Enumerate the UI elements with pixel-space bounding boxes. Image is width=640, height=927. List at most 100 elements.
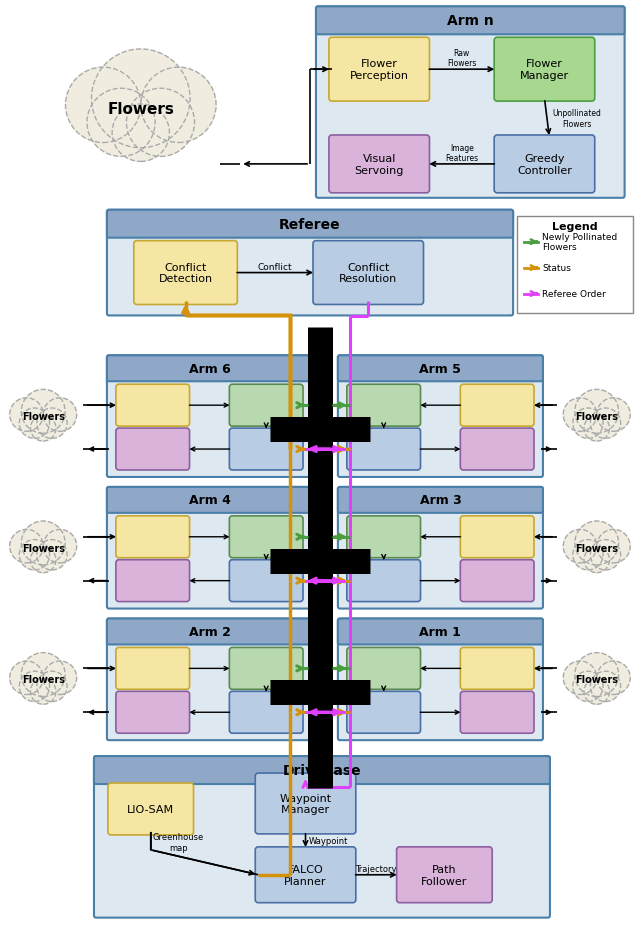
Text: Flowers: Flowers: [108, 101, 174, 117]
Text: Visual
Servoing: Visual Servoing: [355, 154, 404, 175]
FancyBboxPatch shape: [229, 560, 303, 602]
Text: Flowers: Flowers: [575, 543, 618, 553]
Text: LIO-SAM: LIO-SAM: [127, 804, 174, 814]
Text: Greenhouse
map: Greenhouse map: [153, 832, 204, 852]
Text: Greedy
Controller: Greedy Controller: [517, 154, 572, 175]
FancyBboxPatch shape: [116, 428, 189, 471]
Text: Path
Follower: Path Follower: [421, 864, 468, 885]
FancyBboxPatch shape: [313, 241, 424, 305]
Circle shape: [563, 530, 596, 564]
FancyBboxPatch shape: [107, 488, 312, 514]
Circle shape: [10, 530, 44, 564]
Circle shape: [31, 679, 56, 705]
FancyBboxPatch shape: [347, 692, 420, 733]
Circle shape: [37, 540, 67, 570]
FancyBboxPatch shape: [338, 488, 543, 609]
FancyBboxPatch shape: [460, 385, 534, 426]
Circle shape: [575, 653, 619, 697]
FancyBboxPatch shape: [347, 560, 420, 602]
Circle shape: [21, 522, 65, 565]
FancyBboxPatch shape: [338, 619, 543, 645]
Circle shape: [44, 399, 77, 432]
FancyBboxPatch shape: [460, 648, 534, 690]
Circle shape: [19, 540, 49, 570]
Text: Arm 5: Arm 5: [419, 362, 461, 375]
Circle shape: [584, 416, 609, 441]
Circle shape: [65, 68, 141, 144]
Text: Arm n: Arm n: [447, 14, 493, 29]
FancyBboxPatch shape: [116, 385, 189, 426]
Text: Arm 6: Arm 6: [189, 362, 230, 375]
FancyBboxPatch shape: [107, 619, 312, 645]
FancyBboxPatch shape: [107, 210, 513, 316]
FancyBboxPatch shape: [229, 648, 303, 690]
Circle shape: [87, 89, 155, 158]
Circle shape: [92, 50, 190, 148]
Circle shape: [590, 409, 621, 438]
Circle shape: [37, 671, 67, 702]
Circle shape: [575, 522, 619, 565]
FancyBboxPatch shape: [229, 692, 303, 733]
Text: Arm 4: Arm 4: [189, 494, 230, 507]
FancyBboxPatch shape: [255, 773, 356, 834]
FancyBboxPatch shape: [116, 516, 189, 558]
Circle shape: [31, 548, 56, 573]
FancyBboxPatch shape: [460, 428, 534, 471]
Text: Flowers: Flowers: [22, 675, 65, 685]
Text: Unpollinated
Flowers: Unpollinated Flowers: [552, 109, 602, 129]
Text: Referee Order: Referee Order: [542, 290, 605, 298]
Circle shape: [563, 661, 596, 694]
FancyBboxPatch shape: [229, 428, 303, 471]
Text: Conflict
Resolution: Conflict Resolution: [339, 262, 397, 284]
Circle shape: [44, 661, 77, 694]
FancyBboxPatch shape: [494, 38, 595, 102]
FancyBboxPatch shape: [116, 692, 189, 733]
Circle shape: [590, 540, 621, 570]
Circle shape: [21, 390, 65, 434]
FancyBboxPatch shape: [347, 516, 420, 558]
Circle shape: [127, 89, 195, 158]
Circle shape: [584, 679, 609, 705]
FancyBboxPatch shape: [460, 516, 534, 558]
FancyBboxPatch shape: [338, 356, 543, 477]
Circle shape: [596, 661, 630, 694]
Text: Flowers: Flowers: [22, 543, 65, 553]
Circle shape: [573, 671, 603, 702]
Text: Arm 3: Arm 3: [420, 494, 461, 507]
Text: Image
Features: Image Features: [445, 144, 478, 163]
FancyBboxPatch shape: [107, 356, 312, 477]
FancyBboxPatch shape: [347, 648, 420, 690]
Circle shape: [596, 399, 630, 432]
Text: Flowers: Flowers: [575, 412, 618, 422]
Circle shape: [573, 409, 603, 438]
Circle shape: [21, 653, 65, 697]
Text: Drivebase: Drivebase: [283, 763, 361, 777]
Circle shape: [573, 540, 603, 570]
FancyBboxPatch shape: [494, 136, 595, 194]
FancyBboxPatch shape: [347, 428, 420, 471]
Circle shape: [590, 671, 621, 702]
Circle shape: [584, 548, 609, 573]
Text: Arm 2: Arm 2: [189, 626, 230, 639]
FancyBboxPatch shape: [107, 210, 513, 238]
FancyBboxPatch shape: [108, 783, 193, 835]
FancyBboxPatch shape: [517, 217, 632, 314]
FancyBboxPatch shape: [329, 38, 429, 102]
Circle shape: [141, 68, 216, 144]
Text: Flowers: Flowers: [575, 675, 618, 685]
FancyBboxPatch shape: [107, 619, 312, 741]
FancyBboxPatch shape: [316, 7, 625, 198]
Text: Trajectory: Trajectory: [355, 864, 397, 873]
FancyBboxPatch shape: [116, 648, 189, 690]
Text: Referee: Referee: [279, 218, 341, 232]
Text: Flower
Perception: Flower Perception: [349, 59, 409, 81]
FancyBboxPatch shape: [94, 756, 550, 784]
Text: Waypoint
Manager: Waypoint Manager: [280, 793, 332, 815]
Circle shape: [10, 399, 44, 432]
Text: Arm 1: Arm 1: [419, 626, 461, 639]
FancyBboxPatch shape: [316, 7, 625, 35]
FancyBboxPatch shape: [229, 516, 303, 558]
Circle shape: [10, 661, 44, 694]
FancyBboxPatch shape: [94, 756, 550, 918]
Text: Conflict
Detection: Conflict Detection: [159, 262, 212, 284]
